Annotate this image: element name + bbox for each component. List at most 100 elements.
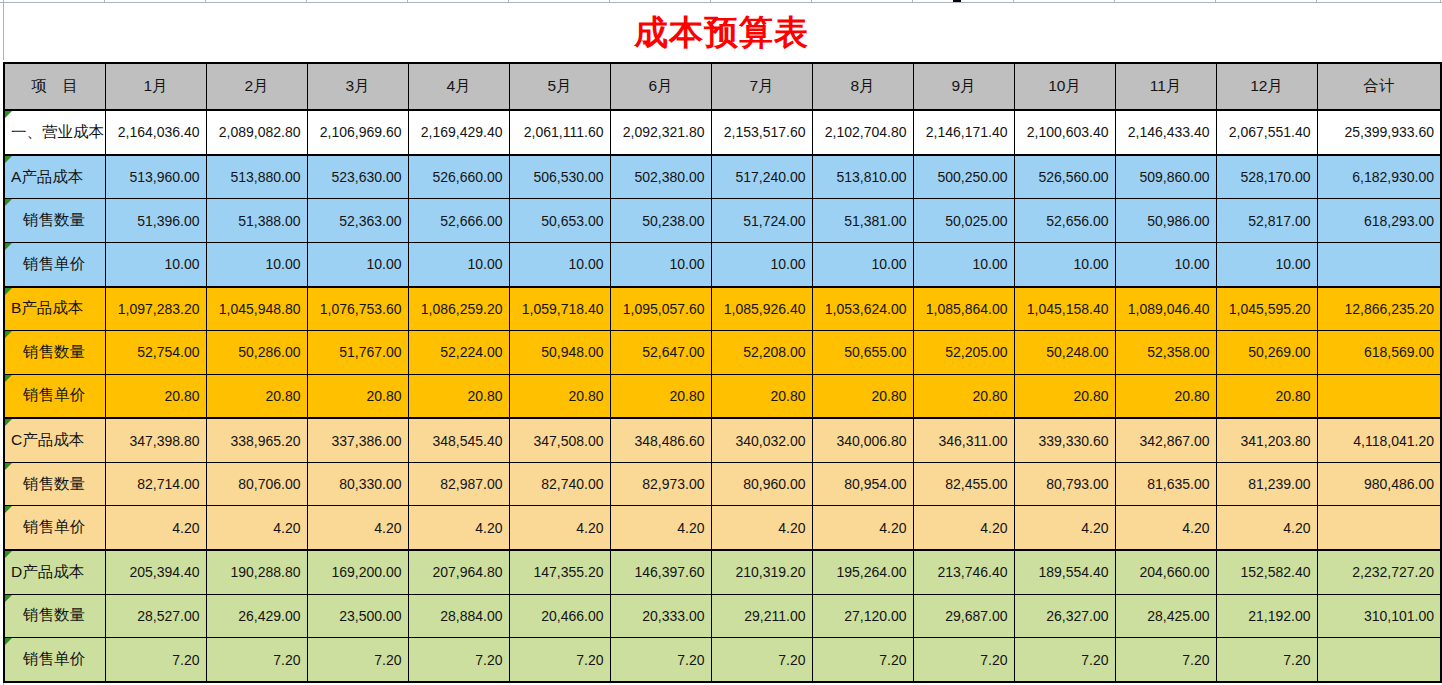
row-label-cell[interactable]: C产品成本	[4, 418, 105, 462]
value-cell[interactable]: 7.20	[812, 638, 913, 682]
value-cell[interactable]: 10.00	[509, 242, 610, 286]
value-cell[interactable]: 210,319.20	[711, 550, 812, 594]
value-cell[interactable]: 4.20	[1115, 506, 1216, 550]
value-cell[interactable]: 4.20	[1014, 506, 1115, 550]
value-cell[interactable]: 80,793.00	[1014, 463, 1115, 506]
value-cell[interactable]: 52,656.00	[1014, 199, 1115, 242]
value-cell[interactable]: 4.20	[913, 506, 1014, 550]
row-label-cell[interactable]: 一、营业成本	[4, 110, 105, 155]
value-cell[interactable]: 51,388.00	[206, 199, 307, 242]
header-month-9月[interactable]: 9月	[913, 63, 1014, 110]
value-cell[interactable]: 1,095,057.60	[610, 287, 711, 331]
value-cell[interactable]: 21,192.00	[1216, 594, 1317, 637]
value-cell[interactable]: 4.20	[206, 506, 307, 550]
value-cell[interactable]: 509,860.00	[1115, 155, 1216, 199]
value-cell[interactable]: 20.80	[307, 374, 408, 418]
value-cell[interactable]: 10.00	[610, 242, 711, 286]
value-cell[interactable]: 204,660.00	[1115, 550, 1216, 594]
value-cell[interactable]: 20.80	[812, 374, 913, 418]
value-cell[interactable]: 28,527.00	[105, 594, 206, 637]
value-cell[interactable]: 50,248.00	[1014, 331, 1115, 374]
value-cell[interactable]: 20,466.00	[509, 594, 610, 637]
value-cell[interactable]: 337,386.00	[307, 418, 408, 462]
value-cell[interactable]: 1,085,864.00	[913, 287, 1014, 331]
value-cell[interactable]: 20.80	[1014, 374, 1115, 418]
value-cell[interactable]: 2,092,321.80	[610, 110, 711, 155]
value-cell[interactable]: 80,960.00	[711, 463, 812, 506]
value-cell[interactable]: 20,333.00	[610, 594, 711, 637]
total-cell[interactable]	[1317, 506, 1441, 550]
value-cell[interactable]: 20.80	[509, 374, 610, 418]
value-cell[interactable]: 7.20	[711, 638, 812, 682]
value-cell[interactable]: 10.00	[307, 242, 408, 286]
value-cell[interactable]: 52,754.00	[105, 331, 206, 374]
value-cell[interactable]: 10.00	[105, 242, 206, 286]
value-cell[interactable]: 10.00	[1216, 242, 1317, 286]
value-cell[interactable]: 4.20	[307, 506, 408, 550]
row-label-cell[interactable]: 销售单价	[4, 242, 105, 286]
value-cell[interactable]: 20.80	[408, 374, 509, 418]
value-cell[interactable]: 513,960.00	[105, 155, 206, 199]
value-cell[interactable]: 513,810.00	[812, 155, 913, 199]
header-month-3月[interactable]: 3月	[307, 63, 408, 110]
row-label-cell[interactable]: 销售单价	[4, 374, 105, 418]
value-cell[interactable]: 50,269.00	[1216, 331, 1317, 374]
total-cell[interactable]	[1317, 374, 1441, 418]
value-cell[interactable]: 342,867.00	[1115, 418, 1216, 462]
value-cell[interactable]: 20.80	[1115, 374, 1216, 418]
value-cell[interactable]: 28,425.00	[1115, 594, 1216, 637]
value-cell[interactable]: 27,120.00	[812, 594, 913, 637]
value-cell[interactable]: 2,061,111.60	[509, 110, 610, 155]
value-cell[interactable]: 10.00	[913, 242, 1014, 286]
value-cell[interactable]: 347,398.80	[105, 418, 206, 462]
value-cell[interactable]: 152,582.40	[1216, 550, 1317, 594]
value-cell[interactable]: 347,508.00	[509, 418, 610, 462]
value-cell[interactable]: 2,106,969.60	[307, 110, 408, 155]
value-cell[interactable]: 7.20	[408, 638, 509, 682]
value-cell[interactable]: 500,250.00	[913, 155, 1014, 199]
value-cell[interactable]: 348,545.40	[408, 418, 509, 462]
value-cell[interactable]: 51,396.00	[105, 199, 206, 242]
value-cell[interactable]: 81,635.00	[1115, 463, 1216, 506]
value-cell[interactable]: 7.20	[913, 638, 1014, 682]
value-cell[interactable]: 4.20	[812, 506, 913, 550]
total-cell[interactable]: 980,486.00	[1317, 463, 1441, 506]
value-cell[interactable]: 526,660.00	[408, 155, 509, 199]
value-cell[interactable]: 80,330.00	[307, 463, 408, 506]
value-cell[interactable]: 20.80	[1216, 374, 1317, 418]
header-month-1月[interactable]: 1月	[105, 63, 206, 110]
value-cell[interactable]: 340,032.00	[711, 418, 812, 462]
value-cell[interactable]: 82,973.00	[610, 463, 711, 506]
row-label-cell[interactable]: B产品成本	[4, 287, 105, 331]
value-cell[interactable]: 52,208.00	[711, 331, 812, 374]
value-cell[interactable]: 4.20	[408, 506, 509, 550]
value-cell[interactable]: 20.80	[711, 374, 812, 418]
row-label-cell[interactable]: 销售数量	[4, 199, 105, 242]
value-cell[interactable]: 526,560.00	[1014, 155, 1115, 199]
value-cell[interactable]: 52,363.00	[307, 199, 408, 242]
value-cell[interactable]: 20.80	[913, 374, 1014, 418]
value-cell[interactable]: 2,169,429.40	[408, 110, 509, 155]
value-cell[interactable]: 339,330.60	[1014, 418, 1115, 462]
value-cell[interactable]: 7.20	[1014, 638, 1115, 682]
value-cell[interactable]: 502,380.00	[610, 155, 711, 199]
value-cell[interactable]: 52,205.00	[913, 331, 1014, 374]
value-cell[interactable]: 10.00	[1115, 242, 1216, 286]
value-cell[interactable]: 1,089,046.40	[1115, 287, 1216, 331]
value-cell[interactable]: 50,655.00	[812, 331, 913, 374]
value-cell[interactable]: 20.80	[610, 374, 711, 418]
value-cell[interactable]: 2,067,551.40	[1216, 110, 1317, 155]
value-cell[interactable]: 7.20	[307, 638, 408, 682]
value-cell[interactable]: 26,429.00	[206, 594, 307, 637]
header-month-2月[interactable]: 2月	[206, 63, 307, 110]
header-item-column[interactable]: 项 目	[4, 63, 105, 110]
value-cell[interactable]: 341,203.80	[1216, 418, 1317, 462]
value-cell[interactable]: 4.20	[105, 506, 206, 550]
value-cell[interactable]: 2,146,171.40	[913, 110, 1014, 155]
total-cell[interactable]: 6,182,930.00	[1317, 155, 1441, 199]
header-month-12月[interactable]: 12月	[1216, 63, 1317, 110]
value-cell[interactable]: 506,530.00	[509, 155, 610, 199]
header-month-合计[interactable]: 合计	[1317, 63, 1441, 110]
value-cell[interactable]: 50,025.00	[913, 199, 1014, 242]
value-cell[interactable]: 517,240.00	[711, 155, 812, 199]
